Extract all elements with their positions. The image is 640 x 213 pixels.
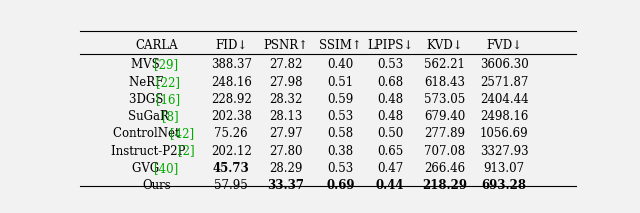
Text: 27.98: 27.98 [269,76,303,89]
Text: 202.38: 202.38 [211,110,252,123]
Text: 57.95: 57.95 [214,179,248,192]
Text: [8]: [8] [163,110,179,123]
Text: Instruct-P2P: Instruct-P2P [111,145,189,158]
Text: 388.37: 388.37 [211,58,252,71]
Text: 562.21: 562.21 [424,58,465,71]
Text: [2]: [2] [179,145,195,158]
Text: 0.44: 0.44 [376,179,404,192]
Text: 679.40: 679.40 [424,110,465,123]
Text: 45.73: 45.73 [213,162,250,175]
Text: 0.65: 0.65 [377,145,403,158]
Text: 1056.69: 1056.69 [480,127,529,140]
Text: 2498.16: 2498.16 [480,110,528,123]
Text: 0.59: 0.59 [327,93,353,106]
Text: 707.08: 707.08 [424,145,465,158]
Text: Ours: Ours [143,179,172,192]
Text: 0.53: 0.53 [327,110,353,123]
Text: NeRF: NeRF [129,76,167,89]
Text: 0.58: 0.58 [327,127,353,140]
Text: 266.46: 266.46 [424,162,465,175]
Text: 618.43: 618.43 [424,76,465,89]
Text: 0.69: 0.69 [326,179,355,192]
Text: 0.50: 0.50 [377,127,403,140]
Text: 2404.44: 2404.44 [480,93,529,106]
Text: 3DGS: 3DGS [129,93,167,106]
Text: LPIPS↓: LPIPS↓ [367,39,413,52]
Text: CARLA: CARLA [136,39,178,52]
Text: SSIM↑: SSIM↑ [319,39,362,52]
Text: [29]: [29] [154,58,178,71]
Text: 0.51: 0.51 [327,76,353,89]
Text: 0.40: 0.40 [327,58,353,71]
Text: 3327.93: 3327.93 [480,145,529,158]
Text: 27.80: 27.80 [269,145,303,158]
Text: FVD↓: FVD↓ [486,39,522,52]
Text: 277.89: 277.89 [424,127,465,140]
Text: PSNR↑: PSNR↑ [263,39,308,52]
Text: KVD↓: KVD↓ [426,39,463,52]
Text: [22]: [22] [156,76,180,89]
Text: 0.48: 0.48 [377,110,403,123]
Text: 202.12: 202.12 [211,145,252,158]
Text: [40]: [40] [154,162,178,175]
Text: FID↓: FID↓ [215,39,248,52]
Text: 75.26: 75.26 [214,127,248,140]
Text: 228.92: 228.92 [211,93,252,106]
Text: ControlNet: ControlNet [113,127,183,140]
Text: 27.97: 27.97 [269,127,303,140]
Text: 0.47: 0.47 [377,162,403,175]
Text: 2571.87: 2571.87 [480,76,528,89]
Text: 0.68: 0.68 [377,76,403,89]
Text: 33.37: 33.37 [268,179,305,192]
Text: 0.48: 0.48 [377,93,403,106]
Text: 28.13: 28.13 [269,110,303,123]
Text: 28.32: 28.32 [269,93,303,106]
Text: [16]: [16] [156,93,180,106]
Text: 573.05: 573.05 [424,93,465,106]
Text: 27.82: 27.82 [269,58,303,71]
Text: 28.29: 28.29 [269,162,303,175]
Text: 0.53: 0.53 [377,58,403,71]
Text: 0.38: 0.38 [327,145,353,158]
Text: GVG: GVG [132,162,163,175]
Text: 913.07: 913.07 [483,162,525,175]
Text: SuGaR: SuGaR [128,110,172,123]
Text: 248.16: 248.16 [211,76,252,89]
Text: 218.29: 218.29 [422,179,467,192]
Text: 693.28: 693.28 [481,179,527,192]
Text: [42]: [42] [170,127,194,140]
Text: 3606.30: 3606.30 [480,58,529,71]
Text: MVS: MVS [131,58,164,71]
Text: 0.53: 0.53 [327,162,353,175]
